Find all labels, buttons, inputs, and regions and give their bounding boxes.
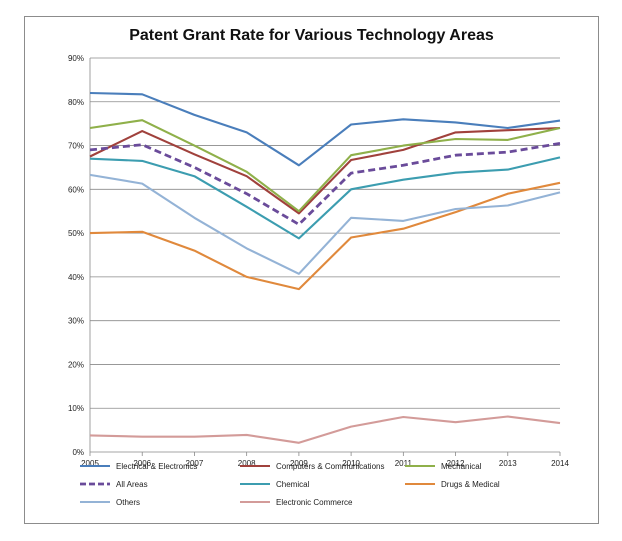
legend-swatch: [80, 480, 110, 488]
legend-swatch: [240, 462, 270, 470]
gridlines: [90, 57, 560, 453]
legend-item: Others: [80, 495, 140, 509]
x-tick-label: 2009: [290, 459, 308, 468]
legend-item: All Areas: [80, 477, 148, 491]
y-tick-label: 0%: [72, 448, 84, 457]
legend-label: Computers & Communications: [276, 461, 385, 471]
legend-item: Computers & Communications: [240, 459, 384, 473]
series-line-mechanical: [89, 119, 561, 213]
x-tick-label: 2011: [395, 459, 413, 468]
legend-label: All Areas: [116, 479, 148, 489]
series-line-drugs-medical: [89, 181, 561, 291]
legend-item: Mechanical: [405, 459, 481, 473]
x-tick-label: 2013: [499, 459, 517, 468]
legend-swatch: [240, 480, 270, 488]
legend-label: Mechanical: [441, 461, 482, 471]
x-tick-label: 2007: [186, 459, 204, 468]
legend-label: Electrical & Electronics: [116, 461, 198, 471]
x-tick-label: 2010: [342, 459, 360, 468]
series-line-chemical: [89, 156, 561, 240]
legend-label: Electronic Commerce: [276, 497, 353, 507]
series-line-electronic-commerce: [89, 415, 561, 444]
y-tick-label: 20%: [68, 360, 84, 369]
legend-label: Others: [116, 497, 141, 507]
y-tick-label: 50%: [68, 229, 84, 238]
x-tick-label: 2014: [551, 459, 569, 468]
y-tick-label: 70%: [68, 142, 84, 151]
legend-item: Drugs & Medical: [405, 477, 500, 491]
x-tick-label: 2006: [133, 459, 151, 468]
y-tick-label: 60%: [68, 185, 84, 194]
legend-item: Electrical & Electronics: [80, 459, 197, 473]
legend-swatch: [80, 498, 110, 506]
series-line-electrical-electronics: [89, 91, 561, 167]
legend-swatch: [405, 480, 435, 488]
legend-swatch: [240, 498, 270, 506]
series-line-others: [89, 173, 561, 275]
legend-label: Chemical: [276, 479, 310, 489]
axes: 0% 10% 20% 30% 40% 50% 60% 70% 80% 90% 2005 2006 200…: [68, 54, 569, 468]
y-tick-label: 80%: [68, 98, 84, 107]
series-line-computers-communications: [89, 126, 561, 215]
legend-item: Electronic Commerce: [240, 495, 352, 509]
series-line-all-areas: [89, 142, 561, 226]
x-tick-label: 2008: [238, 459, 256, 468]
y-tick-label: 30%: [68, 317, 84, 326]
legend-swatch: [405, 462, 435, 470]
chart-title: Patent Grant Rate for Various Technology…: [129, 27, 494, 44]
y-tick-label: 10%: [68, 404, 84, 413]
legend-item: Chemical: [240, 477, 309, 491]
x-tick-label: 2012: [447, 459, 465, 468]
y-tick-label: 40%: [68, 273, 84, 282]
y-tick-label: 90%: [68, 54, 84, 63]
x-tick-label: 2005: [81, 459, 99, 468]
legend-swatch: [80, 462, 110, 470]
series-lines: [89, 91, 561, 444]
legend-label: Drugs & Medical: [441, 479, 500, 489]
